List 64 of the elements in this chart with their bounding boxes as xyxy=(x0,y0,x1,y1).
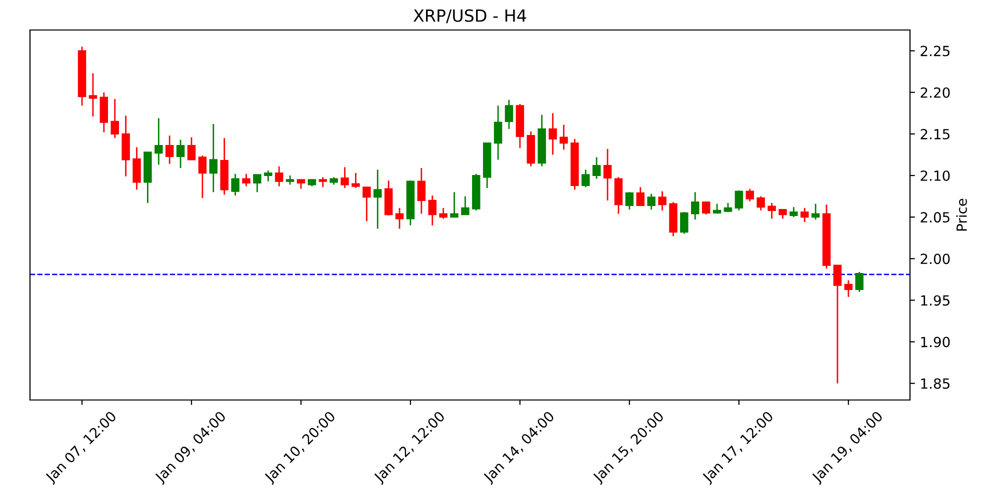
candlestick xyxy=(548,112,557,156)
candlestick xyxy=(274,166,284,188)
candlestick xyxy=(165,134,174,165)
candlestick xyxy=(461,196,470,216)
candlestick xyxy=(504,99,514,130)
candlestick xyxy=(110,98,119,139)
candlestick xyxy=(647,193,656,210)
candlestick xyxy=(603,148,612,202)
candlestick xyxy=(154,117,163,166)
y-tick-label: 2.25 xyxy=(920,46,950,56)
candlestick xyxy=(680,211,688,234)
candlestick xyxy=(734,190,744,212)
y-tick-label: 2.00 xyxy=(920,254,950,264)
y-tick-label: 2.05 xyxy=(920,212,950,223)
candlestick xyxy=(417,167,426,214)
y-axis-title: Price xyxy=(956,198,967,231)
candlestick xyxy=(450,191,458,218)
candlestick xyxy=(811,203,820,220)
candlestick xyxy=(844,280,853,298)
candlestick xyxy=(691,191,700,220)
candlestick xyxy=(800,207,809,223)
candlestick xyxy=(439,207,448,220)
candlestick xyxy=(790,206,798,218)
candlestick xyxy=(352,172,360,189)
candlestick xyxy=(582,168,590,188)
candlestick xyxy=(494,104,502,160)
candlestick xyxy=(231,173,240,196)
candlestick xyxy=(209,123,218,193)
candlestick xyxy=(374,168,382,230)
candlestick xyxy=(833,264,842,384)
candlestick xyxy=(318,176,327,188)
y-tick-label: 1.95 xyxy=(921,295,950,306)
candlestick xyxy=(778,208,787,220)
candlestick xyxy=(187,136,196,160)
candlestick xyxy=(855,271,864,293)
candlestick xyxy=(242,173,250,188)
candlestick xyxy=(340,166,349,189)
candlestick xyxy=(702,201,710,216)
y-tick-label: 1.85 xyxy=(921,378,950,389)
candlestick xyxy=(253,174,262,193)
candlestick xyxy=(768,202,776,220)
candlestick xyxy=(746,188,754,202)
candlestick xyxy=(296,178,306,190)
chart-title: XRP/USD - H4 xyxy=(413,9,526,24)
y-tick-label: 2.10 xyxy=(920,170,950,181)
candlestick xyxy=(176,139,185,169)
candlestick xyxy=(592,156,601,180)
candlestick xyxy=(395,207,404,230)
candlestick xyxy=(560,124,568,150)
candlestick xyxy=(286,174,294,186)
candlestick xyxy=(264,170,272,182)
candlestick xyxy=(132,146,141,190)
y-tick-label: 2.20 xyxy=(920,87,950,98)
candlestick xyxy=(88,72,98,118)
y-tick-label: 2.15 xyxy=(920,128,950,140)
candlestick xyxy=(636,186,644,206)
y-tick-label: 1.90 xyxy=(921,336,950,348)
candlestick xyxy=(658,190,666,212)
candlestick xyxy=(362,186,371,222)
candlestick xyxy=(198,154,207,199)
candlestick xyxy=(712,203,722,214)
candlestick xyxy=(756,196,765,212)
candlestick xyxy=(428,194,436,226)
candlestick xyxy=(625,191,634,210)
